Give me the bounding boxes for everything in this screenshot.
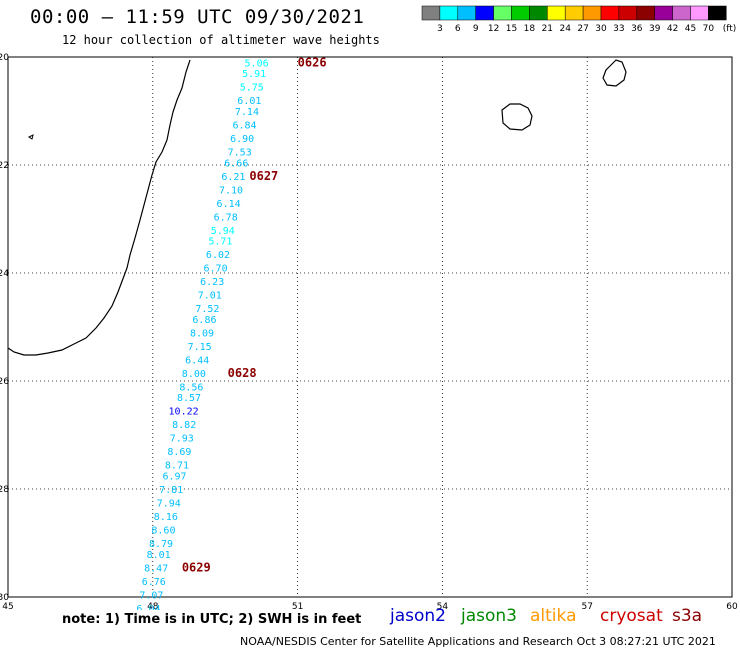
color-scale: 3 6 9 12 15 18 21 24 27 30 33 36 39 42 45 70 (ft) xyxy=(421,5,737,34)
lon-tick-label: 60 xyxy=(726,602,738,610)
scale-label: 33 xyxy=(613,24,624,34)
scale-label: 12 xyxy=(488,24,499,34)
legend-jason3: jason3 xyxy=(461,606,517,626)
swh-value: 7.53 xyxy=(228,148,252,159)
grid-lines xyxy=(8,57,732,597)
lon-tick-label: 45 xyxy=(2,602,13,610)
swh-value: 6.90 xyxy=(230,134,254,145)
map-subtitle: 12 hour collection of altimeter wave hei… xyxy=(62,33,380,47)
swh-value: 8.47 xyxy=(144,563,168,574)
scale-label: 18 xyxy=(524,24,536,34)
swh-value: 8.16 xyxy=(154,512,178,523)
scale-label: 9 xyxy=(473,24,479,34)
swh-value: 6.84 xyxy=(232,121,256,132)
scale-label: 42 xyxy=(667,24,678,34)
swh-observations: 5.065.91 5.75 6.017.14 6.84 6.90 7.536.66 6.21… xyxy=(136,58,268,610)
lon-tick-label: 57 xyxy=(581,602,592,610)
lon-tick-label: 48 xyxy=(147,602,159,610)
swh-value: 6.02 xyxy=(206,250,230,261)
swh-value: 6.70 xyxy=(204,264,228,275)
swh-value: 6.21 xyxy=(221,172,245,183)
swh-value: 5.06 xyxy=(245,58,269,69)
time-marks: 0626 0627 0628 0629 xyxy=(182,55,327,574)
swh-value: 6.23 xyxy=(200,277,224,288)
swh-value: 7.07 xyxy=(139,590,163,601)
color-swatch xyxy=(708,5,727,21)
map-frame xyxy=(7,56,733,598)
scale-label: 36 xyxy=(631,24,643,34)
swh-value: 6.76 xyxy=(142,577,166,588)
axis-ticks: 45 48 51 54 57 60 -20 -22 -24 -26 -28 -30 xyxy=(0,53,738,610)
swh-value: 8.79 xyxy=(149,539,173,550)
scale-label: 30 xyxy=(595,24,607,34)
swh-value: 5.94 xyxy=(211,226,235,237)
swh-value: 6.01 xyxy=(237,96,261,107)
time-mark: 0626 xyxy=(298,55,327,69)
scale-label: 3 xyxy=(437,24,443,34)
lat-tick-label: -20 xyxy=(0,53,9,63)
footer-credit: NOAA/NESDIS Center for Satellite Applica… xyxy=(240,635,716,648)
reunion-island xyxy=(501,103,533,131)
swh-value: 5.71 xyxy=(208,237,232,248)
swh-value: 6.04 xyxy=(136,604,160,610)
swh-value: 6.97 xyxy=(162,472,186,483)
scale-label: 24 xyxy=(559,24,571,34)
swh-value: 7.93 xyxy=(170,434,194,445)
scale-unit: (ft) xyxy=(723,24,737,34)
islet xyxy=(28,134,34,140)
legend-cryosat: cryosat xyxy=(600,606,663,626)
swh-value: 5.91 xyxy=(242,69,266,80)
time-mark: 0628 xyxy=(228,366,257,380)
swh-value: 8.71 xyxy=(165,461,189,472)
note-text: note: 1) Time is in UTC; 2) SWH is in fe… xyxy=(62,612,362,627)
legend-jason2: jason2 xyxy=(390,606,446,626)
swh-value: 7.10 xyxy=(219,185,243,196)
swh-value: 8.60 xyxy=(151,526,175,537)
swh-value: 10.22 xyxy=(169,407,199,418)
lat-tick-label: -30 xyxy=(0,593,9,603)
swh-value: 8.56 xyxy=(179,382,203,393)
swh-value: 6.66 xyxy=(224,158,248,169)
swh-value: 6.14 xyxy=(217,199,241,210)
scale-label: 6 xyxy=(455,24,461,34)
swh-value: 5.75 xyxy=(240,83,264,94)
scale-label: 45 xyxy=(685,24,696,34)
swh-value: 6.78 xyxy=(214,212,238,223)
swh-value: 6.86 xyxy=(192,315,216,326)
madagascar-coastline xyxy=(7,59,191,356)
scale-label: 70 xyxy=(703,24,715,34)
lat-tick-label: -24 xyxy=(0,269,9,279)
lat-tick-label: -26 xyxy=(0,377,9,387)
swh-value: 6.44 xyxy=(185,355,209,366)
swh-value: 7.94 xyxy=(157,499,181,510)
scale-label: 27 xyxy=(577,24,588,34)
swh-value: 8.57 xyxy=(177,393,201,404)
swh-value: 7.52 xyxy=(195,304,219,315)
mauritius-island xyxy=(602,59,627,87)
lon-tick-label: 51 xyxy=(292,602,303,610)
swh-value: 8.69 xyxy=(167,447,191,458)
legend-s3a: s3a xyxy=(672,606,703,626)
swh-value: 8.01 xyxy=(147,550,171,561)
swh-value: 7.01 xyxy=(198,291,222,302)
lat-tick-label: -28 xyxy=(0,485,9,495)
scale-label: 15 xyxy=(506,24,517,34)
scale-label: 21 xyxy=(542,24,553,34)
swh-value: 7.15 xyxy=(188,342,212,353)
lon-tick-label: 54 xyxy=(437,602,449,610)
time-mark: 0629 xyxy=(182,560,211,574)
swh-value: 8.00 xyxy=(182,369,206,380)
swh-value: 8.82 xyxy=(172,420,196,431)
swh-value: 7.81 xyxy=(159,485,183,496)
swh-value: 8.09 xyxy=(190,328,214,339)
map-title: 00:00 – 11:59 UTC 09/30/2021 xyxy=(30,6,365,28)
scale-label: 39 xyxy=(649,24,661,34)
time-mark: 0627 xyxy=(249,169,278,183)
lat-tick-label: -22 xyxy=(0,161,9,171)
swh-value: 7.14 xyxy=(235,107,259,118)
legend-altika: altika xyxy=(530,606,577,626)
